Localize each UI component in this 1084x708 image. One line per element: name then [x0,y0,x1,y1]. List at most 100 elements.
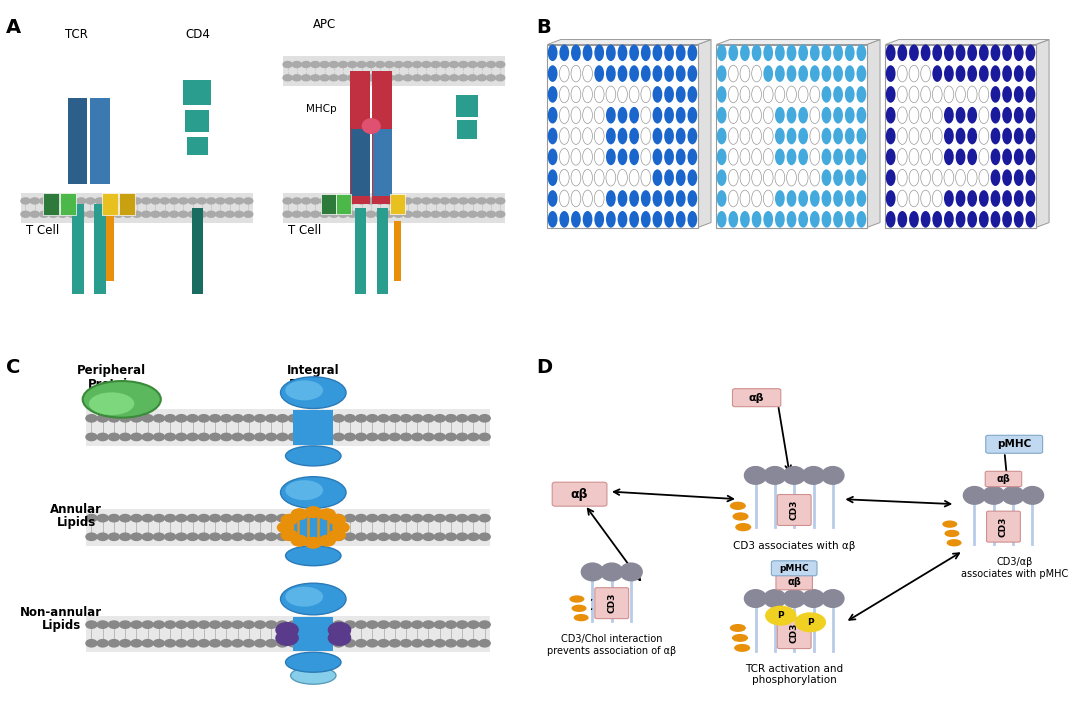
Ellipse shape [798,149,808,165]
Ellipse shape [991,169,1001,186]
Circle shape [288,533,299,540]
Ellipse shape [594,65,604,82]
Ellipse shape [744,589,767,608]
Ellipse shape [751,107,761,124]
Circle shape [142,533,153,540]
Circle shape [216,198,225,204]
Circle shape [67,211,76,217]
Ellipse shape [606,211,616,228]
Ellipse shape [856,190,866,207]
Circle shape [477,62,487,67]
Ellipse shape [834,107,843,124]
Circle shape [456,533,467,540]
Ellipse shape [810,190,820,207]
Ellipse shape [653,127,662,144]
Ellipse shape [687,190,697,207]
Circle shape [495,75,505,81]
Ellipse shape [956,127,966,144]
Ellipse shape [967,127,977,144]
Circle shape [311,415,322,422]
Circle shape [119,433,131,440]
Ellipse shape [1025,107,1035,124]
Ellipse shape [787,86,797,103]
Circle shape [255,533,266,540]
Ellipse shape [629,65,640,82]
Ellipse shape [751,127,761,144]
Ellipse shape [594,211,604,228]
Circle shape [389,639,400,647]
Circle shape [131,639,142,647]
Ellipse shape [834,149,843,165]
Ellipse shape [641,169,650,186]
Circle shape [357,75,366,81]
Circle shape [479,415,490,422]
Ellipse shape [547,107,557,124]
Circle shape [322,433,333,440]
Ellipse shape [810,211,820,228]
Ellipse shape [1014,65,1023,82]
FancyBboxPatch shape [776,574,812,590]
Ellipse shape [991,107,1001,124]
Ellipse shape [1025,169,1035,186]
Polygon shape [698,40,711,227]
Circle shape [468,433,479,440]
Circle shape [165,533,176,540]
Circle shape [165,515,176,522]
Ellipse shape [594,190,604,207]
Circle shape [345,515,356,522]
Circle shape [345,621,356,628]
Ellipse shape [944,127,954,144]
Ellipse shape [547,149,557,165]
Ellipse shape [956,211,966,228]
Circle shape [311,515,322,522]
Ellipse shape [1025,86,1035,103]
Circle shape [209,639,221,647]
Ellipse shape [967,169,977,186]
Ellipse shape [763,149,773,165]
Ellipse shape [967,65,977,82]
Ellipse shape [675,149,685,165]
Circle shape [153,621,165,628]
Ellipse shape [653,107,662,124]
Ellipse shape [559,65,569,82]
Ellipse shape [751,149,761,165]
Circle shape [479,639,490,647]
Text: CD3/Chol interaction
prevents association of αβ: CD3/Chol interaction prevents associatio… [547,634,676,656]
Circle shape [266,639,276,647]
Ellipse shape [798,45,808,61]
Ellipse shape [991,190,1001,207]
Ellipse shape [944,45,954,61]
Ellipse shape [787,107,797,124]
Circle shape [311,62,320,67]
Ellipse shape [606,127,616,144]
Ellipse shape [856,86,866,103]
Circle shape [322,415,333,422]
Circle shape [440,62,450,67]
Circle shape [468,621,479,628]
Ellipse shape [1021,486,1044,505]
Text: P: P [777,611,784,620]
Circle shape [86,515,98,522]
Circle shape [446,533,456,540]
Circle shape [108,433,119,440]
Ellipse shape [618,211,628,228]
Ellipse shape [909,86,919,103]
Circle shape [266,621,276,628]
Ellipse shape [675,86,685,103]
Ellipse shape [920,149,930,165]
Ellipse shape [834,86,843,103]
Ellipse shape [1003,65,1012,82]
Circle shape [385,75,393,81]
Circle shape [435,415,446,422]
Circle shape [311,433,322,440]
Ellipse shape [798,169,808,186]
Circle shape [77,211,86,217]
Ellipse shape [844,107,854,124]
Circle shape [188,415,198,422]
Ellipse shape [856,107,866,124]
Circle shape [188,211,197,217]
Circle shape [142,433,153,440]
Circle shape [188,621,198,628]
Ellipse shape [834,211,843,228]
Ellipse shape [653,169,662,186]
